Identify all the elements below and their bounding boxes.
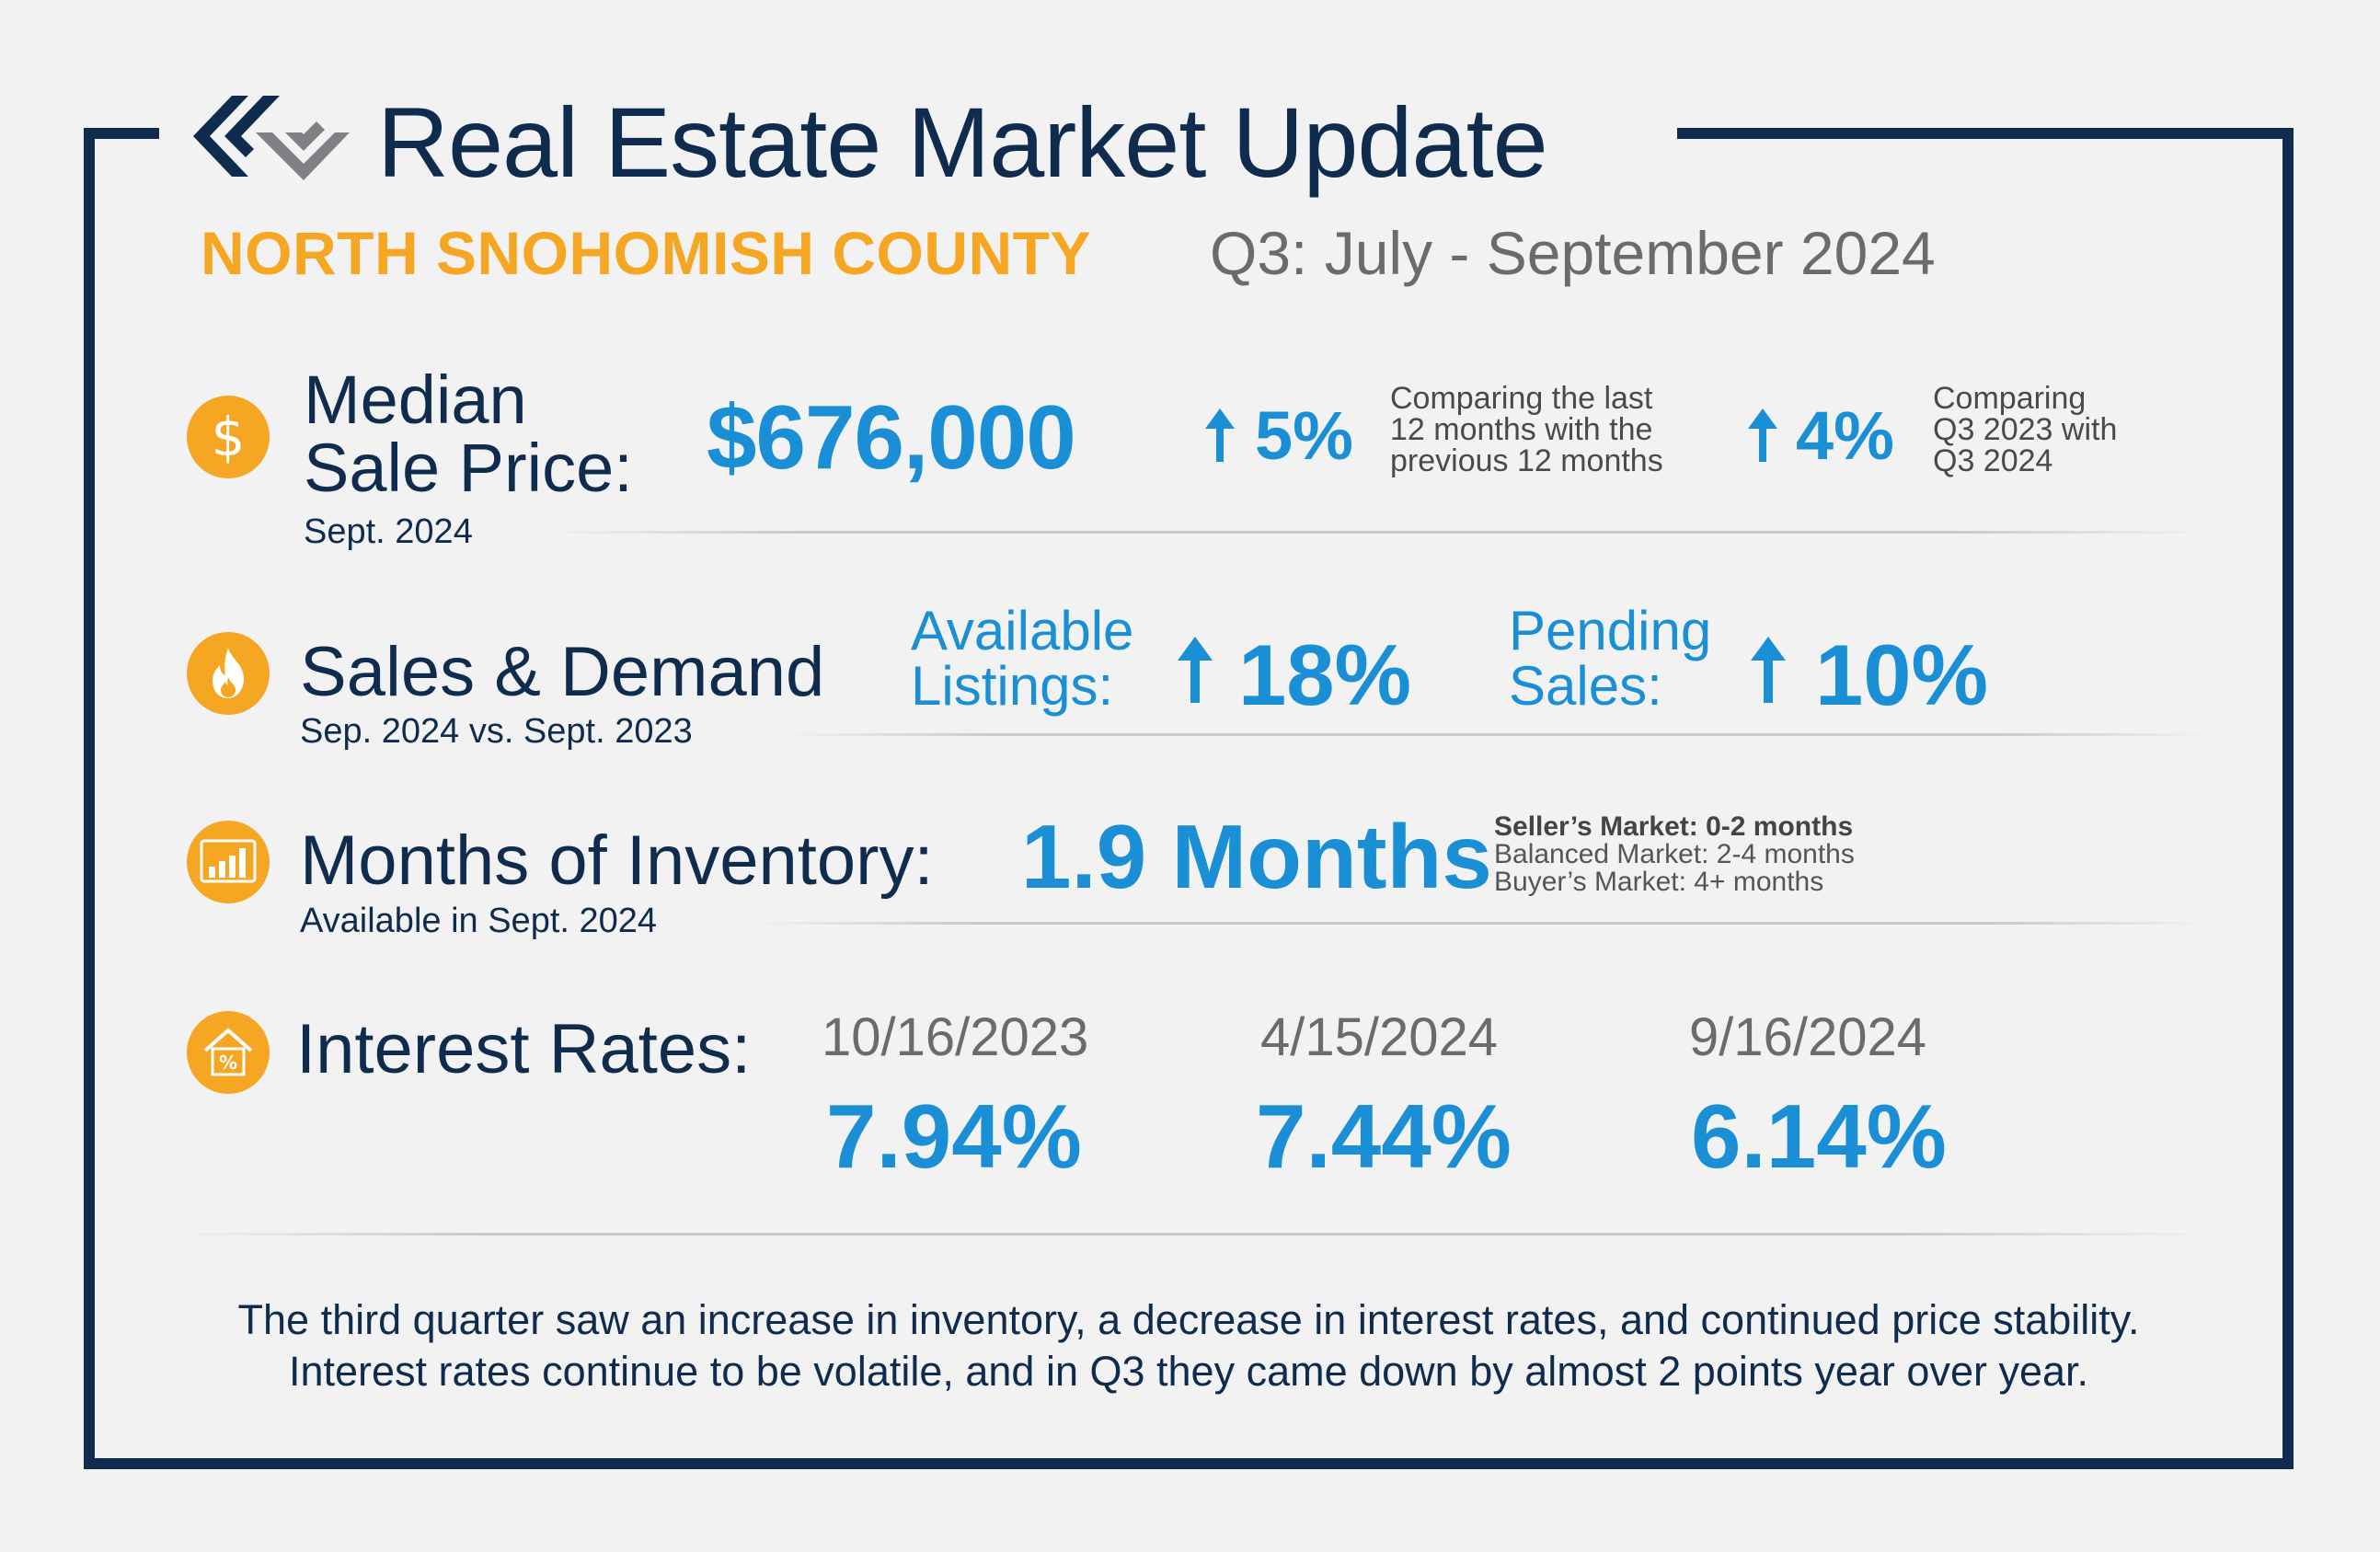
sales-demand-label: Sales & Demand [300, 633, 825, 711]
interest-rates-label: Interest Rates: [296, 1010, 752, 1088]
rate-date: 10/16/2023 [822, 1007, 1089, 1067]
inventory-date: Available in Sept. 2024 [300, 902, 658, 940]
frame-top-right [1677, 128, 2294, 139]
page-title: Real Estate Market Update [377, 86, 1548, 198]
pending-sales-change: 10% [1815, 627, 1989, 723]
median-price-change-q3-note: Comparing Q3 2023 with Q3 2024 [1933, 381, 2118, 478]
sales-demand-date: Sep. 2024 vs. Sept. 2023 [300, 712, 693, 751]
frame-right [2282, 128, 2294, 1469]
svg-text:%: % [219, 1052, 237, 1074]
flame-icon [187, 632, 270, 715]
divider [175, 1233, 2208, 1236]
rate-date: 4/15/2024 [1260, 1007, 1499, 1067]
rate-value: 7.44% [1256, 1086, 1512, 1187]
dollar-icon: $ [187, 396, 270, 478]
divider [548, 531, 2204, 534]
arrow-up-icon [1751, 637, 1786, 703]
median-price-change-q3: 4% [1796, 397, 1894, 474]
rate-value: 7.94% [826, 1086, 1082, 1187]
divider [753, 922, 2208, 925]
house-percent-icon: % [187, 1011, 270, 1094]
frame-bottom [84, 1458, 2294, 1469]
market-definitions: Seller’s Market: 0-2 months Balanced Mar… [1494, 811, 1855, 897]
windermere-logo-icon [193, 96, 350, 180]
summary-text: The third quarter saw an increase in inv… [95, 1294, 2282, 1397]
arrow-up-icon [1205, 408, 1235, 462]
inventory-value: 1.9 Months [1021, 806, 1492, 907]
bar-chart-icon [187, 821, 270, 903]
report-period: Q3: July - September 2024 [1210, 219, 1936, 287]
region-name: NORTH SNOHOMISH COUNTY [201, 219, 1091, 287]
median-price-value: $676,000 [707, 386, 1076, 488]
median-price-change-12mo-note: Comparing the last 12 months with the pr… [1390, 381, 1663, 478]
median-price-change-12mo: 5% [1255, 397, 1353, 474]
divider [784, 733, 2208, 736]
summary-line: The third quarter saw an increase in inv… [237, 1296, 2140, 1343]
inventory-label: Months of Inventory: [300, 822, 934, 900]
median-price-date: Sept. 2024 [304, 512, 473, 551]
frame-top-left [84, 128, 159, 139]
arrow-up-icon [1748, 408, 1777, 462]
pending-sales-label: Pending Sales: [1509, 600, 1712, 717]
rate-date: 9/16/2024 [1689, 1007, 1927, 1067]
frame-left [84, 128, 95, 1469]
rate-value: 6.14% [1691, 1086, 1947, 1187]
median-price-label: Median Sale Price: [304, 362, 633, 506]
available-listings-change: 18% [1238, 627, 1412, 723]
summary-line: Interest rates continue to be volatile, … [288, 1348, 2089, 1395]
available-listings-label: Available Listings: [911, 600, 1134, 717]
arrow-up-icon [1178, 637, 1213, 703]
